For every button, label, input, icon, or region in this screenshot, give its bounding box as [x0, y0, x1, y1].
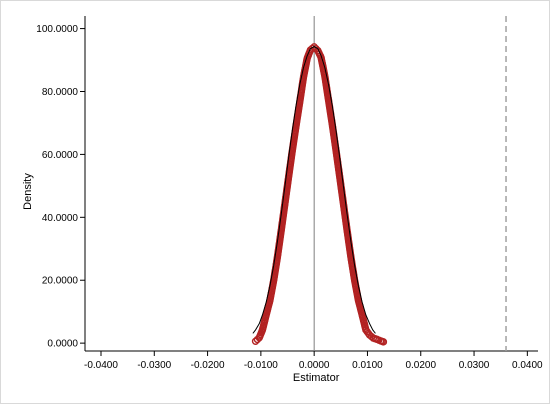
data-point-dense — [378, 337, 386, 346]
x-tick-label: -0.0400 — [84, 360, 118, 371]
x-axis-title: Estimator — [293, 372, 340, 384]
y-tick-label: 100.0000 — [36, 24, 78, 35]
x-tick-label: 0.0400 — [512, 360, 543, 371]
data-point-dense — [308, 44, 316, 53]
y-axis-title: Density — [22, 173, 34, 210]
x-tick-label: -0.0300 — [137, 360, 171, 371]
y-tick-label: 80.0000 — [42, 87, 79, 98]
data-point-dense — [367, 332, 376, 341]
x-tick-label: -0.0200 — [191, 360, 225, 371]
y-tick-label: 40.0000 — [42, 213, 79, 224]
y-tick-label: 60.0000 — [42, 150, 79, 161]
data-point-dense — [371, 335, 379, 343]
data-point-dense — [358, 309, 366, 317]
y-tick-label: 0.0000 — [47, 339, 78, 350]
x-tick-label: 0.0300 — [459, 360, 490, 371]
density-curve — [252, 45, 376, 334]
y-tick-label: 20.0000 — [42, 276, 79, 287]
x-tick-label: -0.0100 — [244, 360, 278, 371]
data-point-dense — [363, 327, 371, 336]
x-tick-label: 0.0200 — [405, 360, 436, 371]
data-point — [310, 43, 318, 51]
data-point-dense — [258, 327, 266, 336]
x-tick-label: 0.0000 — [299, 360, 330, 371]
data-point-dense — [262, 312, 270, 321]
x-tick-label: 0.0100 — [352, 360, 383, 371]
